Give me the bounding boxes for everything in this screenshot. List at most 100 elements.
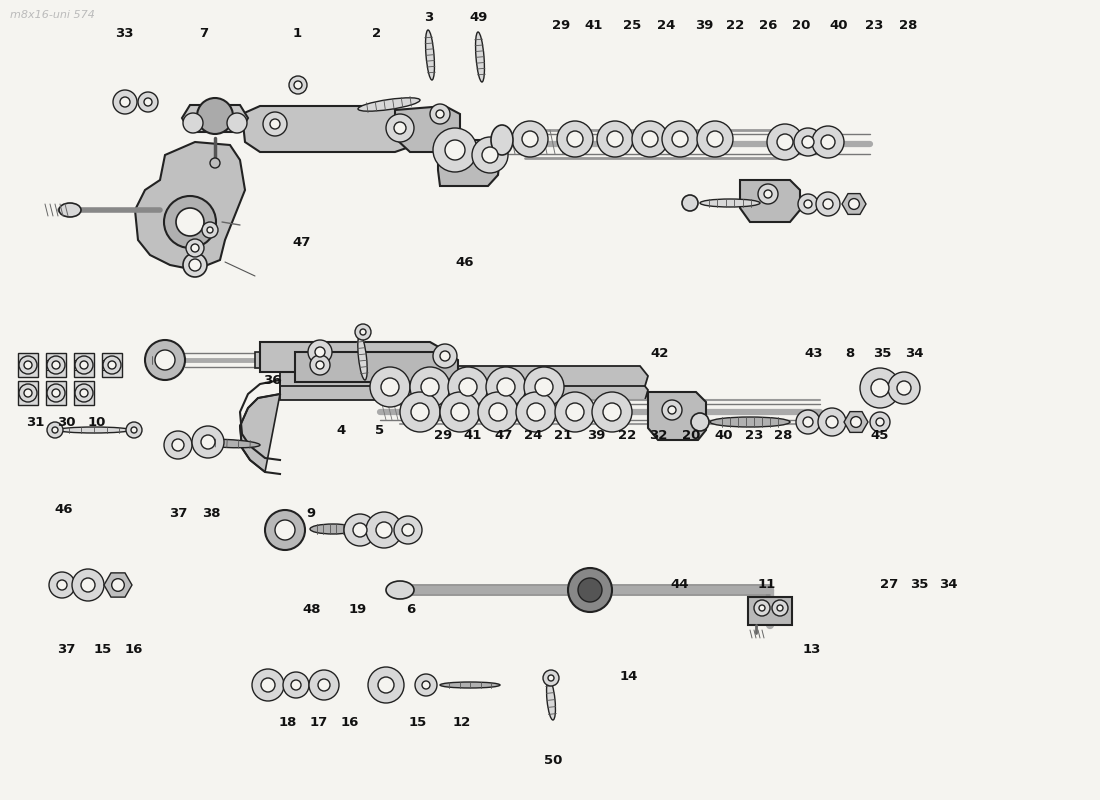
Circle shape xyxy=(436,110,444,118)
Circle shape xyxy=(400,392,440,432)
Text: 30: 30 xyxy=(57,416,75,429)
Text: 46: 46 xyxy=(55,503,73,516)
Polygon shape xyxy=(135,142,245,270)
Circle shape xyxy=(871,379,889,397)
Text: 31: 31 xyxy=(26,416,44,429)
Circle shape xyxy=(411,403,429,421)
Text: 39: 39 xyxy=(587,429,605,442)
Ellipse shape xyxy=(440,682,500,688)
Text: 10: 10 xyxy=(88,416,106,429)
Circle shape xyxy=(366,512,402,548)
Circle shape xyxy=(191,244,199,252)
Ellipse shape xyxy=(59,203,81,217)
Circle shape xyxy=(446,140,465,160)
Circle shape xyxy=(803,417,813,427)
Ellipse shape xyxy=(148,356,175,364)
Circle shape xyxy=(186,239,204,257)
Circle shape xyxy=(52,389,60,397)
Circle shape xyxy=(794,128,822,156)
Circle shape xyxy=(57,580,67,590)
Polygon shape xyxy=(395,106,460,152)
Text: 23: 23 xyxy=(866,19,883,32)
Text: 11: 11 xyxy=(758,578,776,590)
Polygon shape xyxy=(740,180,800,222)
Text: 7: 7 xyxy=(199,27,208,40)
Circle shape xyxy=(47,422,63,438)
Circle shape xyxy=(207,227,213,233)
Circle shape xyxy=(459,378,477,396)
Text: 32: 32 xyxy=(649,429,667,442)
Text: 9: 9 xyxy=(307,507,316,520)
Text: 12: 12 xyxy=(453,716,471,729)
Circle shape xyxy=(265,510,305,550)
Circle shape xyxy=(566,403,584,421)
Circle shape xyxy=(201,435,214,449)
Polygon shape xyxy=(844,412,868,432)
Bar xyxy=(102,360,112,370)
Circle shape xyxy=(860,368,900,408)
Polygon shape xyxy=(260,342,444,372)
Circle shape xyxy=(592,392,632,432)
Circle shape xyxy=(360,329,366,335)
Circle shape xyxy=(172,439,184,451)
Circle shape xyxy=(472,137,508,173)
Circle shape xyxy=(433,128,477,172)
Circle shape xyxy=(478,392,518,432)
Circle shape xyxy=(103,356,121,374)
Text: 23: 23 xyxy=(746,429,763,442)
Text: 49: 49 xyxy=(470,11,487,24)
Text: 35: 35 xyxy=(873,347,891,360)
Circle shape xyxy=(764,190,772,198)
Text: 24: 24 xyxy=(525,429,542,442)
Circle shape xyxy=(381,378,399,396)
Circle shape xyxy=(568,568,612,612)
Circle shape xyxy=(189,259,201,271)
Polygon shape xyxy=(280,380,648,400)
Polygon shape xyxy=(438,140,500,186)
Polygon shape xyxy=(242,106,420,152)
Circle shape xyxy=(642,131,658,147)
Bar xyxy=(46,381,66,405)
Text: 20: 20 xyxy=(682,429,700,442)
Circle shape xyxy=(516,392,556,432)
Polygon shape xyxy=(648,392,706,440)
Ellipse shape xyxy=(547,680,556,720)
Circle shape xyxy=(668,406,676,414)
Circle shape xyxy=(870,412,890,432)
Circle shape xyxy=(888,372,920,404)
Text: 50: 50 xyxy=(544,754,562,766)
Circle shape xyxy=(194,428,222,456)
Text: 47: 47 xyxy=(293,236,310,249)
Circle shape xyxy=(876,418,884,426)
Circle shape xyxy=(318,679,330,691)
Circle shape xyxy=(164,431,192,459)
Text: 27: 27 xyxy=(880,578,898,590)
Circle shape xyxy=(316,361,324,369)
Circle shape xyxy=(796,410,820,434)
Ellipse shape xyxy=(426,30,434,80)
Circle shape xyxy=(433,344,456,368)
Ellipse shape xyxy=(386,581,414,599)
Circle shape xyxy=(131,427,138,433)
Circle shape xyxy=(263,112,287,136)
Circle shape xyxy=(535,378,553,396)
Circle shape xyxy=(823,199,833,209)
Text: 1: 1 xyxy=(293,27,301,40)
Circle shape xyxy=(344,514,376,546)
Polygon shape xyxy=(255,352,350,368)
Bar xyxy=(748,597,792,625)
Circle shape xyxy=(566,131,583,147)
Text: 46: 46 xyxy=(455,256,473,269)
Ellipse shape xyxy=(194,439,260,448)
Text: 26: 26 xyxy=(759,19,777,32)
Circle shape xyxy=(394,516,422,544)
Circle shape xyxy=(556,392,595,432)
Text: 42: 42 xyxy=(651,347,669,360)
Text: 22: 22 xyxy=(726,19,744,32)
Circle shape xyxy=(603,403,622,421)
Circle shape xyxy=(52,427,58,433)
Text: 14: 14 xyxy=(620,670,638,682)
Text: 43: 43 xyxy=(805,347,823,360)
Circle shape xyxy=(754,600,770,616)
Circle shape xyxy=(145,340,185,380)
